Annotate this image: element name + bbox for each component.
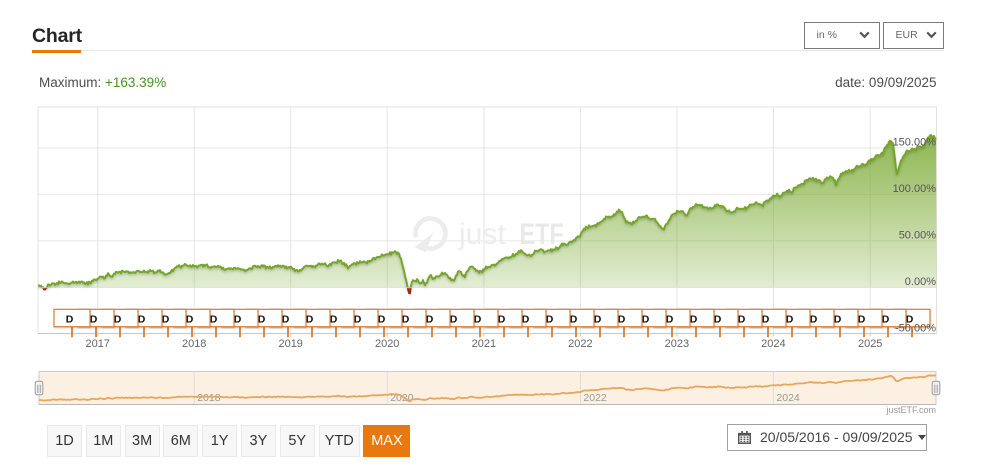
svg-text:D: D [258, 313, 266, 325]
svg-text:2018: 2018 [182, 338, 206, 350]
svg-text:D: D [234, 313, 242, 325]
svg-text:D: D [858, 313, 866, 325]
svg-text:ETF: ETF [520, 217, 564, 250]
svg-text:D: D [330, 313, 338, 325]
svg-text:2024: 2024 [761, 338, 785, 350]
svg-text:D: D [786, 313, 794, 325]
svg-text:D: D [474, 313, 482, 325]
svg-text:D: D [282, 313, 290, 325]
svg-text:D: D [642, 313, 650, 325]
svg-text:2022: 2022 [568, 338, 592, 350]
svg-text:D: D [906, 313, 914, 325]
svg-text:D: D [354, 313, 362, 325]
svg-text:2019: 2019 [278, 338, 302, 350]
svg-text:just: just [458, 218, 506, 251]
svg-text:D: D [138, 313, 146, 325]
svg-text:D: D [594, 313, 602, 325]
svg-text:D: D [618, 313, 626, 325]
svg-text:2025: 2025 [858, 338, 882, 350]
svg-text:D: D [186, 313, 194, 325]
svg-text:2024: 2024 [776, 392, 800, 404]
svg-text:D: D [426, 313, 434, 325]
svg-text:D: D [66, 313, 74, 325]
svg-text:D: D [306, 313, 314, 325]
svg-text:D: D [162, 313, 170, 325]
svg-text:D: D [834, 313, 842, 325]
svg-text:D: D [666, 313, 674, 325]
svg-text:2018: 2018 [197, 392, 221, 404]
svg-text:D: D [810, 313, 818, 325]
svg-text:D: D [882, 313, 890, 325]
svg-text:2020: 2020 [375, 338, 399, 350]
svg-text:D: D [546, 313, 554, 325]
svg-text:D: D [90, 313, 98, 325]
svg-text:2017: 2017 [85, 338, 109, 350]
svg-text:-50.00%: -50.00% [895, 322, 936, 334]
svg-text:2023: 2023 [665, 338, 689, 350]
svg-text:50.00%: 50.00% [899, 229, 937, 241]
svg-text:2022: 2022 [583, 392, 607, 404]
svg-text:D: D [450, 313, 458, 325]
svg-text:D: D [210, 313, 218, 325]
svg-text:150.00%: 150.00% [893, 136, 937, 148]
svg-text:D: D [714, 313, 722, 325]
svg-text:D: D [762, 313, 770, 325]
svg-text:justETF.com: justETF.com [885, 405, 936, 415]
svg-text:2021: 2021 [472, 338, 496, 350]
svg-text:D: D [498, 313, 506, 325]
svg-text:D: D [690, 313, 698, 325]
svg-text:D: D [522, 313, 530, 325]
svg-text:D: D [114, 313, 122, 325]
svg-text:D: D [570, 313, 578, 325]
svg-text:D: D [378, 313, 386, 325]
svg-text:0.00%: 0.00% [905, 276, 936, 288]
svg-text:D: D [402, 313, 410, 325]
svg-text:D: D [738, 313, 746, 325]
svg-text:100.00%: 100.00% [893, 183, 937, 195]
